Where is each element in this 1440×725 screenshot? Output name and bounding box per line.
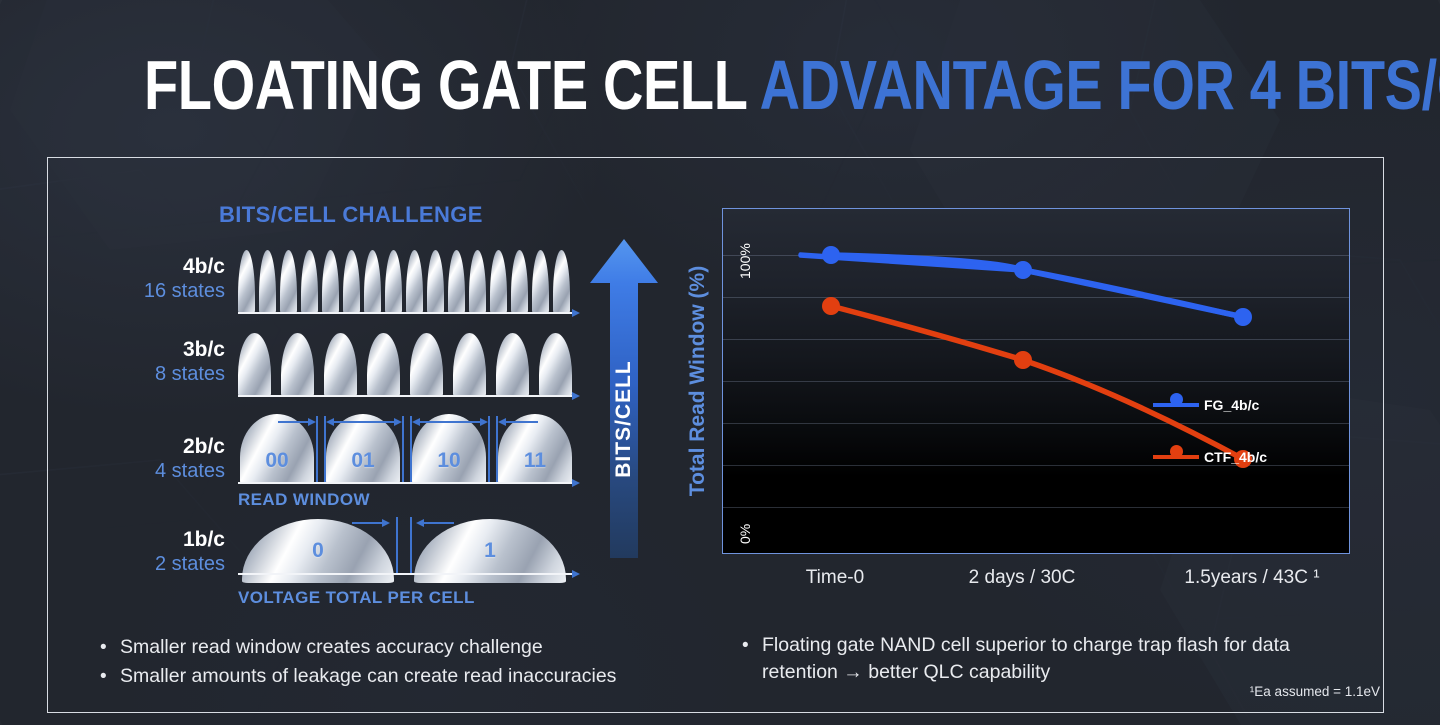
chart-gridline [723,423,1349,424]
read-window-arrow-tip [308,417,316,426]
chart-footnote: ¹Ea assumed = 1.1eV [1249,684,1380,699]
page-title: FLOATING GATE CELL ADVANTAGE FOR 4 BITS/… [144,46,1440,124]
read-window-arrow [506,421,538,423]
chart-xtick-0: Time-0 [805,567,865,588]
bullets-left: Smaller read window creates accuracy cha… [98,634,708,692]
axis-4bc [238,312,575,314]
distribution-row-1bc: 1b/c 2 states 0 1 [120,509,580,583]
chart-legend-fg-label: FG_4b/c [1204,397,1260,413]
chart-gridline [723,339,1349,340]
read-window-arrow-tip [394,417,402,426]
axis-arrow-2bc [572,479,580,487]
page-title-white: FLOATING GATE CELL [144,46,760,124]
read-window-arrow [352,522,382,524]
state-label-00: 00 [265,449,289,472]
bits-cell-challenge-heading: BITS/CELL CHALLENGE [219,202,483,227]
chart-legend-ctf: CTF_4b/c [1153,444,1268,465]
row-label-3bc: 3b/c 8 states [120,337,225,387]
bullet-left-1: Smaller read window creates accuracy cha… [100,634,708,661]
row-label-3bc-title: 3b/c [182,338,225,361]
chart-gridline [723,507,1349,508]
axis-3bc [238,395,575,397]
state-label-11: 11 [523,449,547,472]
chart-gridline [723,297,1349,298]
read-window-divider [402,416,404,482]
bullet-left-2: Smaller amounts of leakage can create re… [100,663,708,690]
curves-3bc [238,331,575,397]
read-window-divider [324,416,326,482]
read-window-arrow-tip [412,417,420,426]
read-window-arrow [420,421,480,423]
distribution-row-2bc: 2b/c 4 states 00 01 10 11 [120,412,580,487]
axis-arrow-4bc [572,309,580,317]
read-window-arrow-tip [498,417,506,426]
read-window-divider [396,517,398,573]
chart-gridline [723,465,1349,466]
read-window-arrow-tip [416,518,424,527]
content-frame [47,157,1384,713]
chart-legend-ctf-marker [1170,444,1183,458]
row-label-1bc-states: 2 states [154,553,225,575]
chart-gridline [723,381,1349,382]
state-label-01: 01 [351,449,375,472]
row-label-2bc-states: 4 states [154,460,225,482]
axis-arrow-3bc [572,392,580,400]
read-window-arrow-tip [326,417,334,426]
curves-1bc: 0 1 [238,509,575,583]
row-label-2bc-title: 2b/c [182,435,225,458]
axis-1bc [238,573,575,575]
curves-4bc [238,248,575,314]
chart-gridline [723,255,1349,256]
row-label-3bc-states: 8 states [154,363,225,385]
chart-xtick-1: 2 days / 30C [968,567,1076,588]
chart-y-axis-label: Total Read Window (%) [686,265,709,497]
read-window-arrow-tip [382,518,390,527]
bullet-right-1: Floating gate NAND cell superior to char… [742,632,1320,686]
row-label-4bc-states: 16 states [143,280,225,302]
state-label-0: 0 [312,539,324,562]
distribution-row-3bc: 3b/c 8 states [120,331,580,400]
state-label-10: 10 [437,449,461,472]
axis-arrow-1bc [572,570,580,578]
curves-2bc: 00 01 10 11 [238,412,575,484]
read-window-divider [496,416,498,482]
distribution-row-4bc: 4b/c 16 states [120,248,580,317]
axis-2bc [238,482,575,484]
chart-y-axis-label-wrap: Total Read Window (%) [683,208,713,554]
chart-legend-fg-marker [1170,392,1183,406]
chart-xtick-2: 1.5years / 43C ¹ [1184,567,1320,588]
retention-line-chart: 100% 0% FG_4b/c CTF_4b/c [722,208,1350,554]
chart-series-svg [798,246,1252,468]
read-window-divider [410,517,412,573]
read-window-arrow [334,421,394,423]
page-title-blue: ADVANTAGE FOR 4 BITS/CELL [759,46,1440,124]
read-window-divider [488,416,490,482]
row-label-4bc: 4b/c 16 states [120,254,225,304]
caption-read-window: READ WINDOW [238,490,370,509]
read-window-divider [410,416,412,482]
bullets-right: Floating gate NAND cell superior to char… [740,632,1320,688]
caption-voltage-total-per-cell: VOLTAGE TOTAL PER CELL [238,588,475,607]
read-window-arrow-tip [480,417,488,426]
row-label-2bc: 2b/c 4 states [120,434,225,484]
row-label-1bc-title: 1b/c [182,528,225,551]
row-label-4bc-title: 4b/c [182,255,225,278]
bits-per-cell-arrow-icon [590,239,658,558]
read-window-arrow [278,421,308,423]
row-label-1bc: 1b/c 2 states [120,527,225,577]
chart-legend-fg: FG_4b/c [1153,392,1260,413]
read-window-arrow [424,522,454,524]
state-label-1: 1 [484,539,496,562]
chart-plot-area: 100% 0% FG_4b/c CTF_4b/c [722,208,1350,554]
chart-legend-ctf-label: CTF_4b/c [1204,449,1268,465]
read-window-divider [316,416,318,482]
